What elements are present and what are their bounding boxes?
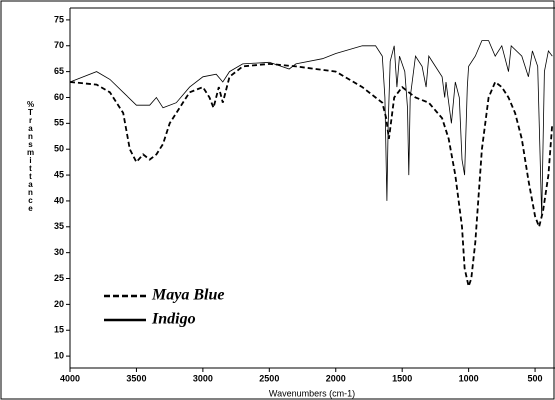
series-line xyxy=(69,62,554,290)
axes xyxy=(69,7,555,369)
x-tick-label: 2000 xyxy=(326,373,346,383)
y-tick-label: 60 xyxy=(54,92,64,102)
y-tick-label: 50 xyxy=(54,144,64,154)
y-tick-label: 20 xyxy=(54,299,64,309)
x-tick-label: 500 xyxy=(528,373,543,383)
x-tick-label: 1000 xyxy=(459,373,479,383)
x-tick-label: 3000 xyxy=(193,373,213,383)
x-axis-label: Wavenumbers (cm-1) xyxy=(269,388,355,398)
x-tick-label: 1500 xyxy=(392,373,412,383)
legend-label: Indigo xyxy=(151,311,196,328)
y-tick-label: 65 xyxy=(54,66,64,76)
x-tick-label: 3500 xyxy=(126,373,146,383)
legend-label: Maya Blue xyxy=(151,287,224,304)
y-tick-label: 70 xyxy=(54,40,64,50)
y-tick-label: 55 xyxy=(54,118,64,128)
y-tick-label: 35 xyxy=(54,221,64,231)
x-tick-label: 2500 xyxy=(259,373,279,383)
y-tick-label: 15 xyxy=(54,325,64,335)
y-tick-label: 30 xyxy=(54,247,64,257)
series-line xyxy=(69,40,553,217)
y-tick-label: 45 xyxy=(54,169,64,179)
y-tick-label: 10 xyxy=(54,350,64,360)
y-tick-label: 40 xyxy=(54,195,64,205)
y-tick-label: 25 xyxy=(54,273,64,283)
y-axis-label: %Transmittance xyxy=(26,100,35,212)
y-tick-label: 75 xyxy=(54,14,64,24)
x-tick-label: 4000 xyxy=(60,373,80,383)
